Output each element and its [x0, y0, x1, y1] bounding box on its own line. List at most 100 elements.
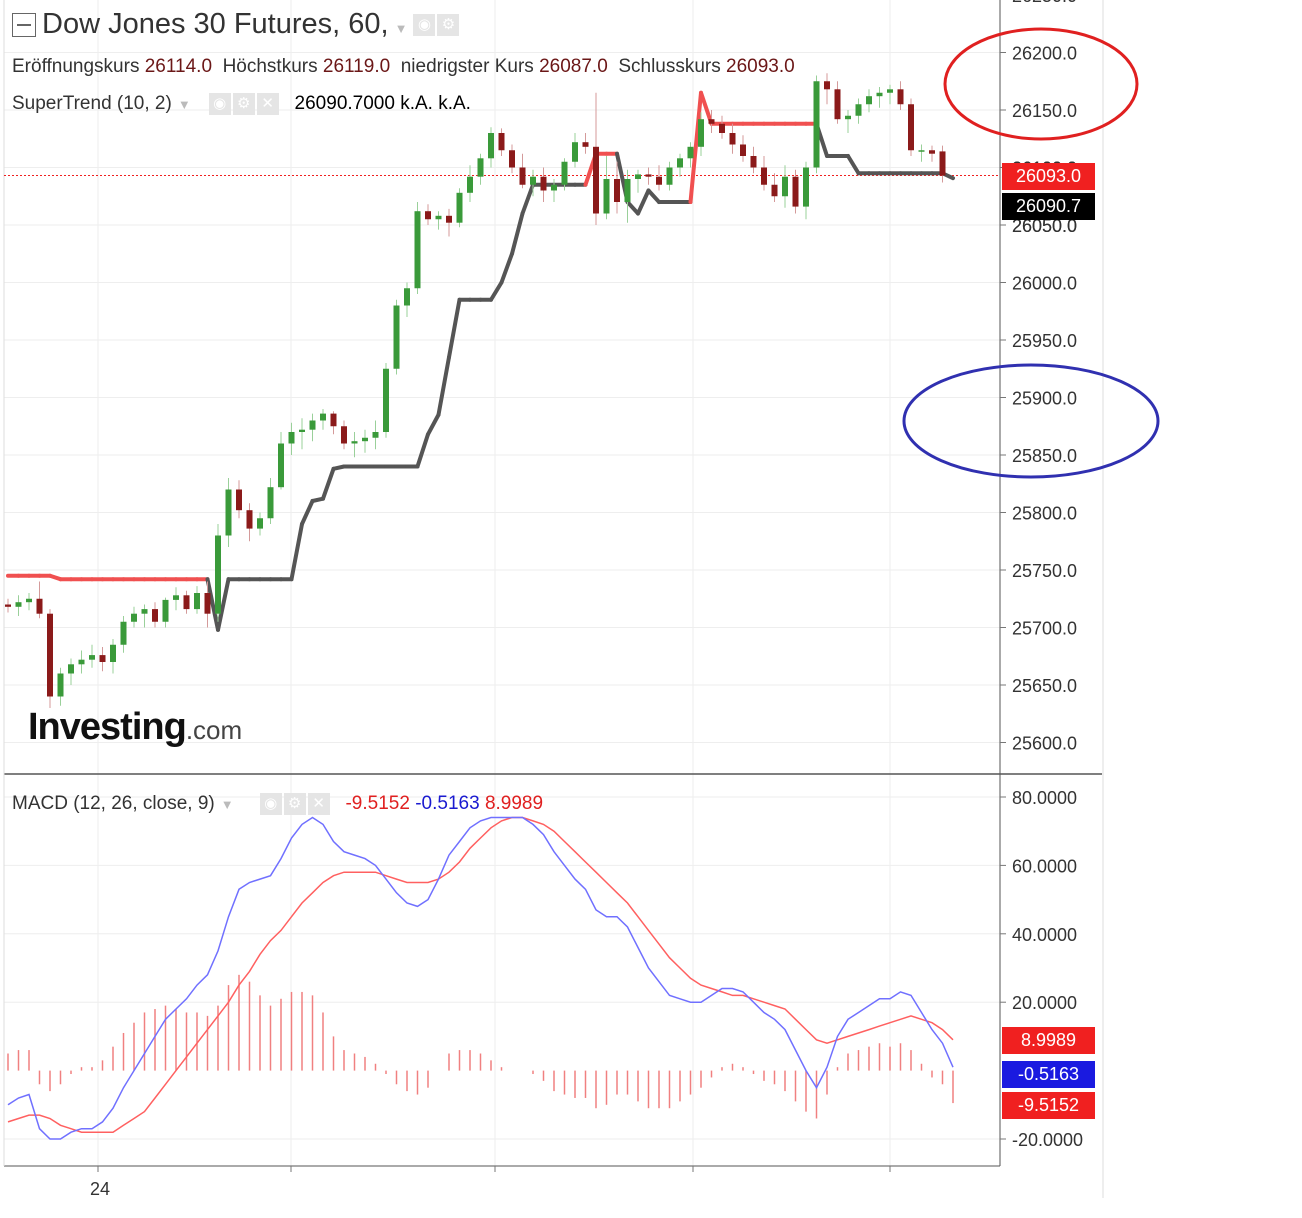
investing-logo: Investing.com — [28, 706, 242, 749]
macd-hist-value: -9.5152 — [345, 793, 410, 815]
supertrend-segment — [699, 90, 714, 126]
low-label: niedrigster Kurs — [400, 56, 534, 77]
supertrend-segment — [300, 499, 315, 526]
collapse-icon[interactable] — [12, 13, 36, 38]
chart-title-text: Dow Jones 30 Futures, 60, — [42, 8, 389, 40]
supertrend-segment — [436, 355, 451, 417]
candle-body — [498, 133, 505, 151]
eye-icon[interactable]: ◉ — [413, 14, 436, 37]
supertrend-segment — [321, 466, 336, 501]
low-value: 26087.0 — [539, 56, 608, 77]
candle-body — [15, 602, 22, 607]
supertrend-value: 26090.7000 — [294, 93, 395, 115]
y-tick-label: 25600.0 — [1012, 734, 1077, 754]
candle-body — [152, 609, 158, 622]
y-tick-label: 26250.0 — [1012, 0, 1077, 6]
annotation-layer — [902, 27, 1160, 479]
supertrend-segment — [447, 297, 462, 360]
y-tick-label: 26200.0 — [1012, 44, 1077, 64]
chevron-down-icon[interactable]: ▼ — [394, 21, 408, 36]
supertrend-segment — [289, 522, 304, 582]
supertrend-na-2: k.A. — [438, 93, 471, 115]
candle-body — [194, 593, 200, 610]
y-tick-label: 40.0000 — [1012, 925, 1077, 945]
close-value: 26093.0 — [726, 56, 795, 77]
y-tick-label: 25800.0 — [1012, 504, 1077, 524]
candle-body — [278, 443, 284, 488]
candle-body — [897, 89, 904, 105]
candle-body — [99, 655, 106, 662]
candle-body — [5, 604, 11, 607]
candle-body — [288, 432, 295, 444]
supertrend-segment — [636, 188, 651, 216]
y-tick-label: 26150.0 — [1012, 101, 1077, 121]
eye-icon[interactable]: ◉ — [208, 93, 231, 115]
candle-body — [540, 176, 547, 191]
candle-body — [383, 368, 389, 432]
high-value: 26119.0 — [322, 56, 391, 77]
supertrend-segment — [846, 154, 861, 176]
candle-body — [162, 599, 169, 622]
candle-body — [110, 644, 116, 662]
logo-suffix: .com — [185, 715, 243, 745]
close-label: Schlusskurs — [618, 56, 721, 77]
candle-body — [68, 664, 74, 674]
candle-body — [614, 179, 620, 202]
candle-body — [215, 535, 221, 614]
close-icon[interactable]: ✕ — [256, 93, 279, 115]
candle-body — [782, 176, 788, 197]
candle-body — [866, 96, 872, 105]
grid-layer — [4, 0, 1000, 1166]
candle-body — [477, 158, 484, 177]
y-tick-label: 20.0000 — [1012, 993, 1077, 1013]
logo-main: Investing — [28, 706, 187, 748]
candle-body — [446, 215, 452, 223]
y-tick-label: 80.0000 — [1012, 788, 1077, 808]
candle-body — [519, 167, 526, 185]
macd-layer — [7, 816, 954, 1140]
supertrend-price-label: 26090.7 — [1002, 193, 1095, 220]
candle-body — [624, 179, 631, 202]
gear-icon[interactable]: ⚙ — [232, 93, 255, 115]
candle-body — [299, 429, 305, 432]
red-annotation-ellipse — [943, 27, 1139, 141]
supertrend-segment — [625, 200, 640, 216]
y-tick-label: 25700.0 — [1012, 619, 1077, 639]
macd-signal-line — [7, 816, 954, 1133]
chevron-down-icon[interactable]: ▼ — [177, 97, 191, 113]
gear-icon[interactable]: ⚙ — [283, 793, 306, 815]
candle-body — [645, 174, 652, 177]
candle-body — [740, 144, 746, 156]
price-layer — [4, 73, 1000, 708]
candle-body — [236, 489, 242, 511]
candle-body — [572, 142, 578, 162]
candle-body — [845, 115, 851, 120]
gear-icon[interactable]: ⚙ — [437, 14, 460, 37]
supertrend-legend: SuperTrend (10, 2) ▼ ◉ ⚙ ✕ 26090.7000 k.A. k… — [12, 93, 471, 115]
candle-body — [761, 167, 767, 185]
chevron-down-icon[interactable]: ▼ — [220, 797, 234, 813]
y-tick-label: 25950.0 — [1012, 331, 1077, 351]
eye-icon[interactable]: ◉ — [259, 793, 282, 815]
candle-body — [771, 184, 778, 197]
y-tick-label: 26050.0 — [1012, 216, 1077, 236]
candle-body — [414, 211, 421, 289]
macd-line — [7, 816, 954, 1140]
candle-body — [530, 176, 536, 185]
macd-signal-price-label: 8.9989 — [1002, 1027, 1095, 1054]
candle-body — [488, 133, 494, 159]
candle-body — [372, 432, 379, 438]
supertrend-segment — [510, 211, 525, 256]
candle-body — [876, 92, 883, 97]
close-icon[interactable]: ✕ — [307, 793, 330, 815]
macd-hist-price-label: -9.5152 — [1002, 1092, 1095, 1119]
candle-body — [635, 174, 641, 179]
candle-body — [330, 413, 337, 427]
supertrend-segment — [489, 280, 504, 302]
candle-body — [246, 510, 253, 529]
supertrend-segment — [415, 432, 430, 469]
y-tick-label: 60.0000 — [1012, 856, 1077, 876]
y-tick-label: 25850.0 — [1012, 446, 1077, 466]
